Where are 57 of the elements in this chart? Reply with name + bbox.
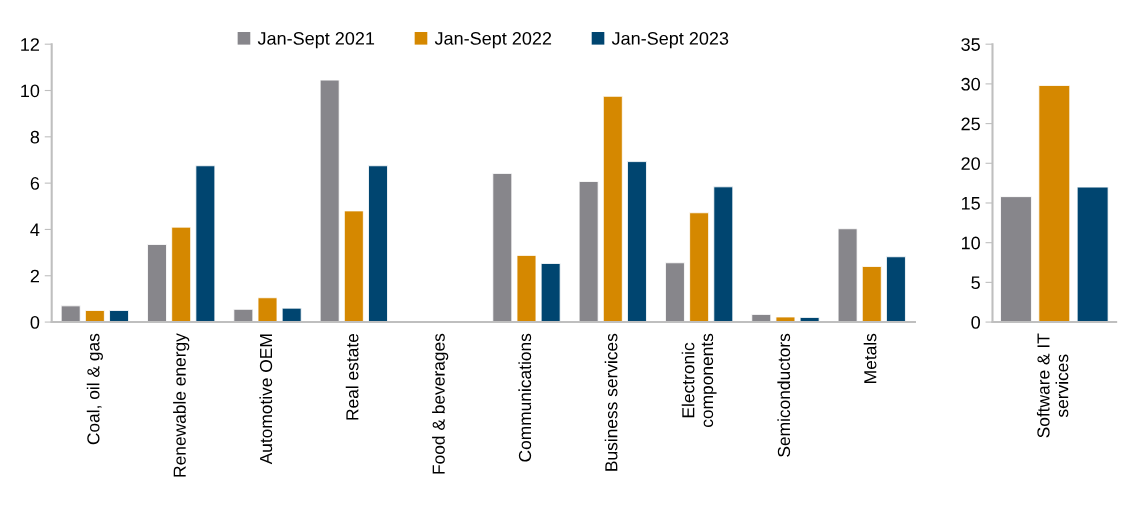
y-tick-label: 15	[961, 197, 980, 210]
x-tick-label: Metals	[863, 333, 877, 383]
bar	[665, 262, 685, 323]
bar	[713, 186, 734, 323]
x-tick-label: Business services	[604, 333, 618, 471]
x-tick-label: Electronic components	[681, 333, 717, 428]
bar	[195, 165, 216, 323]
bar	[540, 263, 561, 323]
bar	[368, 165, 388, 323]
x-tick-label: Real estate	[345, 333, 359, 420]
bar	[171, 226, 192, 323]
bar	[1076, 186, 1109, 323]
bar	[861, 266, 882, 323]
bar	[233, 308, 254, 323]
bar	[578, 181, 599, 323]
y-tick-label: 0	[971, 316, 980, 329]
x-tick-label: Communications	[518, 333, 532, 462]
bar	[343, 210, 364, 323]
y-tick-label: 35	[961, 38, 980, 51]
x-tick-label: Food & beverages	[432, 333, 449, 474]
bar	[516, 254, 537, 323]
y-tick-label: 10	[21, 84, 40, 98]
bar	[84, 310, 105, 323]
bar	[602, 95, 623, 323]
bar	[257, 297, 278, 323]
bar	[319, 79, 340, 323]
bar	[1038, 85, 1071, 323]
legend-label: Jan-Sept 2022	[434, 32, 552, 49]
bar	[689, 212, 710, 323]
bar	[109, 310, 129, 323]
bar	[492, 172, 513, 323]
legend-label: Jan-Sept 2021	[257, 32, 375, 49]
bar	[886, 256, 906, 323]
y-tick-label: 12	[21, 38, 39, 51]
bar	[281, 307, 302, 323]
y-tick-label: 8	[30, 130, 40, 144]
y-tick-label: 0	[30, 316, 40, 329]
bar	[1000, 196, 1032, 323]
bar	[60, 305, 81, 323]
y-tick-label: 2	[30, 269, 39, 283]
y-tick-label: 4	[30, 223, 40, 236]
x-tick-label: Software & IT services	[1036, 333, 1069, 438]
y-tick-label: 5	[971, 276, 980, 290]
y-tick-label: 6	[30, 177, 40, 190]
y-tick-label: 20	[961, 157, 980, 171]
bar	[837, 228, 858, 323]
bar	[627, 161, 647, 323]
y-tick-label: 25	[961, 117, 980, 131]
x-tick-label: Renewable energy	[173, 333, 190, 477]
y-tick-label: 30	[961, 77, 980, 91]
x-tick-label: Semiconductors	[777, 333, 791, 457]
legend-label: Jan-Sept 2023	[611, 32, 729, 49]
y-tick-label: 10	[961, 236, 980, 250]
bar	[147, 244, 167, 323]
x-tick-label: Automotive OEM	[259, 334, 273, 465]
bar	[775, 316, 796, 323]
x-tick-label: Coal, oil & gas	[86, 333, 103, 445]
